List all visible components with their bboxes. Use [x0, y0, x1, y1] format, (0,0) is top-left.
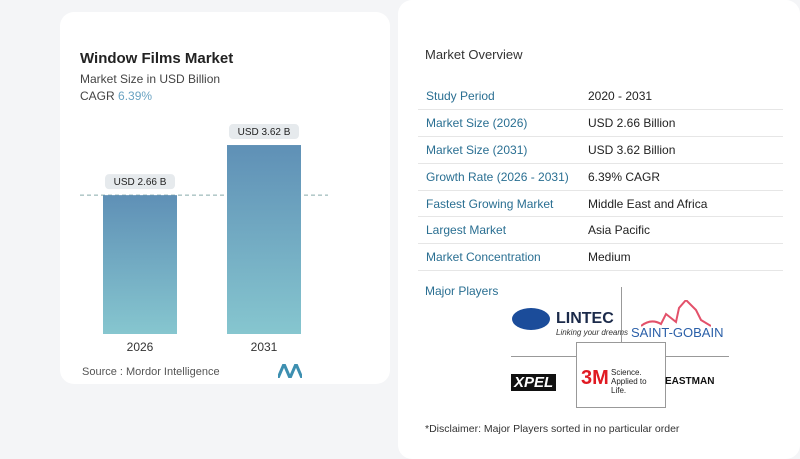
row-value: Asia Pacific: [588, 216, 783, 245]
row-label: Growth Rate (2026 - 2031): [418, 163, 588, 191]
row-value: USD 2.66 Billion: [588, 109, 783, 138]
row-value: USD 3.62 Billion: [588, 136, 783, 164]
overview-card: Market Overview Study Period 2020 - 2031 M…: [398, 0, 800, 459]
row-label: Fastest Growing Market: [418, 190, 588, 218]
bar-2026: [103, 195, 177, 334]
cagr-value: 6.39%: [118, 89, 153, 103]
bar-chart: USD 2.66 B 2026 USD 3.62 B 2031: [80, 124, 328, 354]
overview-row: Study Period 2020 - 2031: [418, 83, 783, 111]
data-label: USD 2.66 B: [114, 177, 167, 188]
x-tick-label: 2026: [127, 340, 154, 354]
row-label: Market Size (2026): [418, 109, 588, 138]
overview-title: Market Overview: [425, 47, 523, 62]
overview-row: Growth Rate (2026 - 2031) 6.39% CAGR: [418, 163, 783, 191]
row-value: Middle East and Africa: [588, 190, 783, 218]
overview-table: Study Period 2020 - 2031 Market Size (2026…: [418, 83, 783, 272]
row-label: Market Size (2031): [418, 136, 588, 164]
row-value: 2020 - 2031: [588, 83, 783, 111]
data-label-bg: [229, 124, 299, 140]
row-label: Market Concentration: [418, 243, 588, 272]
3m-logo: 3M: [581, 367, 609, 389]
disclaimer: *Disclaimer: Major Players sorted in no …: [425, 423, 680, 435]
chart-title: Window Films Market: [80, 50, 234, 67]
major-players-title: Major Players: [425, 284, 499, 298]
overview-row: Market Size (2026) USD 2.66 Billion: [418, 109, 783, 138]
eastman-logo: EASTMAN: [665, 376, 715, 387]
xpel-logo: XPEL: [511, 374, 557, 391]
overview-row: Largest Market Asia Pacific: [418, 216, 783, 245]
data-label-bg: [105, 174, 175, 190]
overview-row: Market Concentration Medium: [418, 243, 783, 272]
row-value: Medium: [588, 243, 783, 272]
data-label: USD 3.62 B: [238, 127, 291, 138]
x-tick-label: 2031: [251, 340, 278, 354]
cagr: CAGR 6.39%: [80, 89, 153, 103]
overview-row: Fastest Growing Market Middle East and Af…: [418, 190, 783, 218]
row-value: 6.39% CAGR: [588, 163, 783, 191]
overview-row: Market Size (2031) USD 3.62 Billion: [418, 136, 783, 164]
chart-card: Window Films Market Market Size in USD B…: [60, 12, 390, 384]
mordor-logo: [278, 364, 302, 378]
chart-subtitle: Market Size in USD Billion: [80, 72, 221, 86]
source: Source : Mordor Intelligence: [82, 366, 220, 378]
row-label: Largest Market: [418, 216, 588, 245]
bar-2031: [227, 145, 301, 334]
row-label: Study Period: [418, 83, 588, 111]
